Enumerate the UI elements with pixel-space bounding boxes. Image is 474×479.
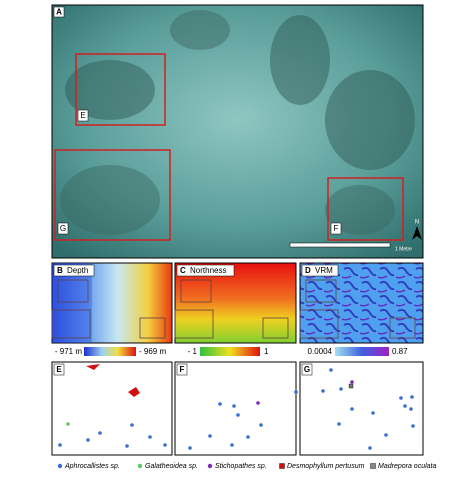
panel-label-box xyxy=(53,6,65,18)
stichopathes-point xyxy=(256,401,260,405)
panel-letter: G xyxy=(304,365,310,374)
photo-mosaic xyxy=(51,4,424,259)
colorbar-min: - 971 m xyxy=(55,347,82,356)
legend-marker xyxy=(279,463,285,469)
aphrocallistes-point xyxy=(410,395,414,399)
panel-title: Depth xyxy=(67,266,88,275)
legend-label: Galatheoidea sp. xyxy=(145,463,198,470)
aphrocallistes-point xyxy=(329,368,333,372)
aphrocallistes-point xyxy=(384,433,388,437)
inset-label-box xyxy=(330,222,342,235)
aphrocallistes-point xyxy=(236,413,240,417)
specimen-points xyxy=(58,368,415,450)
panel-letter: F xyxy=(180,365,185,374)
inset-label: G xyxy=(60,224,66,233)
stichopathes-point xyxy=(350,380,354,384)
header-box xyxy=(53,264,95,277)
inset-label: F xyxy=(334,224,339,233)
aphrocallistes-point xyxy=(350,407,354,411)
aphrocallistes-point xyxy=(148,435,152,439)
aphrocallistes-point xyxy=(294,390,298,394)
panel-label-box xyxy=(53,363,65,376)
aphrocallistes-point xyxy=(399,396,403,400)
aphrocallistes-point xyxy=(230,443,234,447)
aphrocallistes-point xyxy=(259,423,263,427)
coral-patch xyxy=(86,364,140,397)
map-panel xyxy=(174,361,297,456)
panel-label-box xyxy=(176,363,188,376)
madrepora-point xyxy=(348,383,354,389)
panel-letter: A xyxy=(56,8,62,17)
galatheoidea-point xyxy=(66,422,70,426)
inset-box xyxy=(75,53,166,126)
header-box xyxy=(301,264,339,277)
header-box xyxy=(176,264,235,277)
aphrocallistes-point xyxy=(86,438,90,442)
legend-label: Stichopathes sp. xyxy=(215,463,267,470)
colorbar-max: 0.87 xyxy=(392,347,408,356)
colorbar-min: 0.0004 xyxy=(308,347,333,356)
map-panel xyxy=(51,361,173,456)
colorbar-max: - 969 m xyxy=(139,347,166,356)
aphrocallistes-point xyxy=(246,435,250,439)
inset-box xyxy=(54,149,171,241)
colorbar-min: - 1 xyxy=(188,347,198,356)
aphrocallistes-point xyxy=(58,443,62,447)
panel-letter: B xyxy=(57,266,63,275)
legend-label: Aphrocallistes sp. xyxy=(64,463,120,470)
aphrocallistes-point xyxy=(98,431,102,435)
aphrocallistes-point xyxy=(337,422,341,426)
legend-label: Madrepora oculata xyxy=(378,463,436,470)
aphrocallistes-point xyxy=(188,446,192,450)
colorbar xyxy=(200,347,260,356)
inset-label-box xyxy=(57,222,69,235)
panel-letter: E xyxy=(56,365,62,374)
depth-raster-cells xyxy=(52,263,92,343)
aphrocallistes-point xyxy=(232,404,236,408)
inset-box xyxy=(327,177,404,241)
panel-title: VRM xyxy=(315,266,333,275)
aphrocallistes-point xyxy=(125,444,129,448)
aphrocallistes-point xyxy=(321,389,325,393)
panel-letter: C xyxy=(180,266,186,275)
aphrocallistes-point xyxy=(409,407,413,411)
inset-label-box xyxy=(77,109,89,122)
legend-marker xyxy=(207,463,213,469)
aphrocallistes-point xyxy=(163,443,167,447)
panel-title: Northness xyxy=(190,266,226,275)
aphrocallistes-point xyxy=(208,434,212,438)
colorbar xyxy=(84,347,136,356)
map-panel xyxy=(299,361,424,456)
inset-label: E xyxy=(80,111,85,120)
scale-label: 1 Metre xyxy=(395,246,412,252)
scale-bar xyxy=(289,242,391,248)
vrm-raster xyxy=(299,262,424,344)
aphrocallistes-point xyxy=(411,424,415,428)
aphrocallistes-point xyxy=(368,446,372,450)
north-arrow xyxy=(412,226,422,240)
north-label: N xyxy=(415,220,419,226)
seabed-texture xyxy=(60,10,415,235)
northness-raster xyxy=(174,262,297,344)
panel-label-box xyxy=(301,363,313,376)
raster-headers: B Depth C Northness D VRM xyxy=(53,264,339,277)
aphrocallistes-point xyxy=(130,423,134,427)
legend-marker xyxy=(370,463,376,469)
aphrocallistes-point xyxy=(403,404,407,408)
colorbar-max: 1 xyxy=(264,347,269,356)
panel-letter: D xyxy=(305,266,311,275)
inset-outlines xyxy=(51,279,416,339)
aphrocallistes-point xyxy=(339,387,343,391)
colorbar xyxy=(335,347,389,356)
legend: Aphrocallistes sp. Galatheoidea sp. Sticho… xyxy=(57,463,436,470)
legend-label: Desmophyllum pertusum xyxy=(287,463,365,470)
legend-marker xyxy=(57,463,63,469)
aphrocallistes-point xyxy=(371,411,375,415)
aphrocallistes-point xyxy=(218,402,222,406)
depth-raster xyxy=(51,262,173,344)
legend-marker xyxy=(137,463,143,469)
